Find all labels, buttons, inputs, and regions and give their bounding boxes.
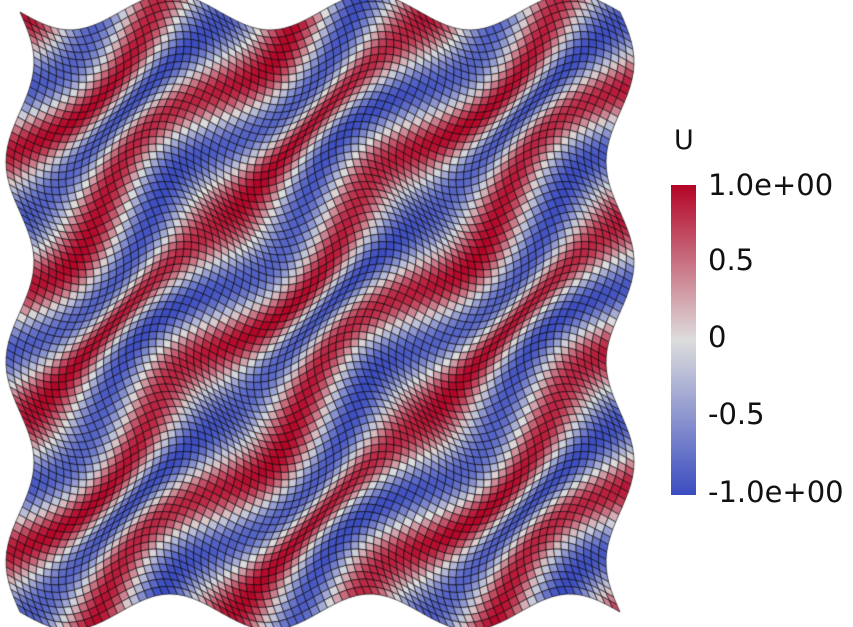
- colorbar-label-min: -1.0e+00: [708, 475, 844, 509]
- colorbar-gradient: [671, 185, 696, 495]
- colorbar-label-max: 1.0e+00: [708, 168, 834, 202]
- colorbar-label-neg-half: -0.5: [708, 397, 765, 431]
- colorbar-title: U: [674, 125, 694, 156]
- colorbar-label-zero: 0: [708, 320, 727, 354]
- colorbar-label-half: 0.5: [708, 243, 755, 277]
